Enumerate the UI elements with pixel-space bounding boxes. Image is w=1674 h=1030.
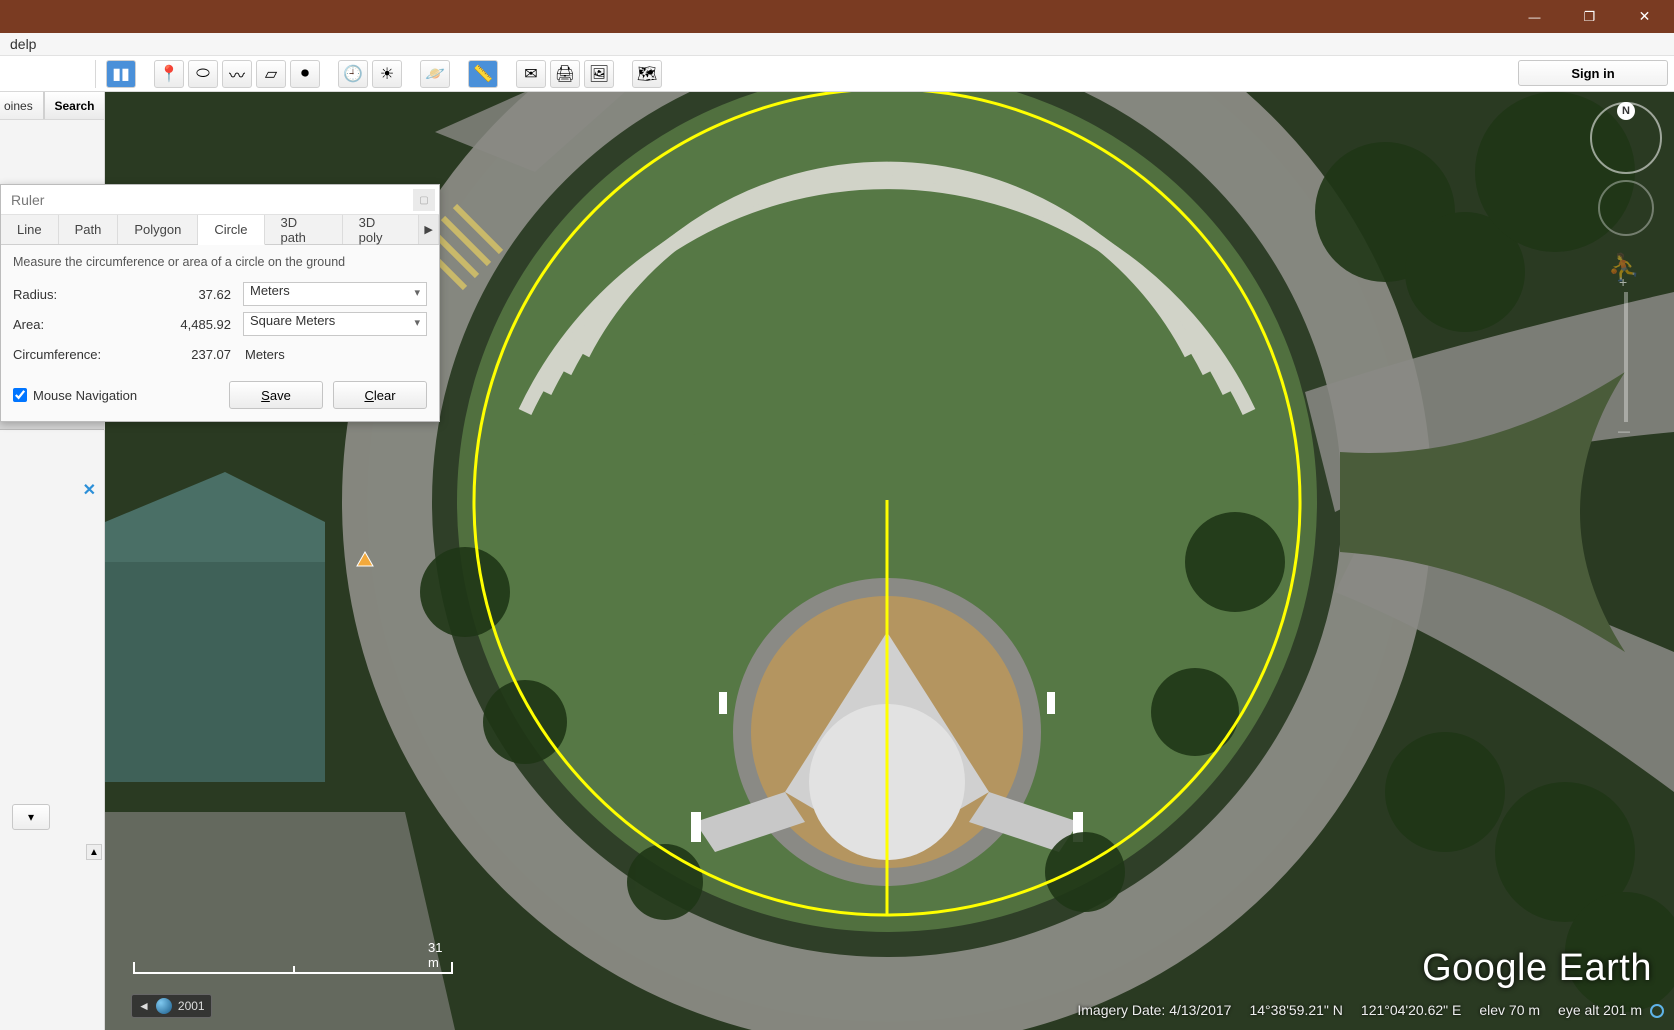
search-button[interactable]: Search: [44, 92, 104, 119]
circumference-unit: Meters: [243, 347, 427, 362]
ruler-tab-3dpath[interactable]: 3D path: [265, 215, 343, 244]
menu-bar: delp: [0, 33, 1674, 56]
sidebar-layers-dropdown[interactable]: ▾: [12, 804, 50, 830]
toolbar-leading-spacer: [6, 60, 96, 88]
ruler-dialog: Ruler ▢ Line Path Polygon Circle 3D path…: [0, 184, 440, 422]
radius-label: Radius:: [13, 287, 143, 302]
compass-control[interactable]: N: [1590, 102, 1662, 174]
ruler-tab-polygon[interactable]: Polygon: [118, 215, 198, 244]
ruler-tab-scroll-right-icon[interactable]: ▶: [419, 215, 439, 244]
window-minimize-button[interactable]: [1507, 0, 1562, 33]
radius-value: 37.62: [143, 287, 243, 302]
compass-north-icon: N: [1617, 102, 1635, 120]
time-slider-year: 2001: [178, 999, 205, 1013]
status-imagery-date: Imagery Date: 4/13/2017: [1077, 1002, 1231, 1018]
ruler-row-circumference: Circumference: 237.07 Meters: [13, 339, 427, 369]
time-slider-globe-icon: [156, 998, 172, 1014]
ruler-tab-path[interactable]: Path: [59, 215, 119, 244]
circumference-value: 237.07: [143, 347, 243, 362]
scale-bar: 31 m: [133, 958, 453, 974]
google-earth-logo: Google Earth: [1422, 947, 1652, 990]
email-button[interactable]: ✉: [516, 60, 546, 88]
time-slider-back-icon[interactable]: ◄: [138, 999, 150, 1013]
ruler-row-area: Area: 4,485.92 Square Meters: [13, 309, 427, 339]
status-elev: elev 70 m: [1479, 1002, 1540, 1018]
ruler-description: Measure the circumference or area of a c…: [13, 255, 427, 269]
add-path-button[interactable]: 〰: [222, 60, 252, 88]
view-in-maps-button[interactable]: 🗺: [632, 60, 662, 88]
ruler-row-radius: Radius: 37.62 Meters: [13, 279, 427, 309]
look-around-control[interactable]: [1598, 180, 1654, 236]
ruler-save-button[interactable]: Save: [229, 381, 323, 409]
area-value: 4,485.92: [143, 317, 243, 332]
status-lon: 121°04'20.62" E: [1361, 1002, 1461, 1018]
sunlight-button[interactable]: ☀: [372, 60, 402, 88]
status-eye-alt: eye alt 201 m: [1558, 1002, 1664, 1018]
eye-alt-icon: [1650, 1004, 1664, 1018]
sidebar-close-panel-icon[interactable]: ✕: [83, 480, 96, 500]
historical-imagery-button[interactable]: 🕘: [338, 60, 368, 88]
mouse-navigation-checkbox[interactable]: [13, 388, 27, 402]
search-crumb[interactable]: oines: [0, 92, 44, 119]
area-label: Area:: [13, 317, 143, 332]
ruler-tab-3dpolygon[interactable]: 3D poly: [343, 215, 420, 244]
ruler-dialog-title: Ruler: [11, 192, 44, 208]
ruler-dialog-close-icon[interactable]: ▢: [413, 189, 435, 211]
ruler-dialog-titlebar[interactable]: Ruler ▢: [1, 185, 439, 215]
ruler-button[interactable]: 📏: [468, 60, 498, 88]
status-bar: Imagery Date: 4/13/2017 14°38'59.21" N 1…: [1077, 1002, 1664, 1018]
status-lat: 14°38'59.21" N: [1249, 1002, 1342, 1018]
sign-in-button[interactable]: Sign in: [1518, 60, 1668, 86]
circumference-label: Circumference:: [13, 347, 143, 362]
ruler-clear-button[interactable]: Clear: [333, 381, 427, 409]
search-row: oines Search: [0, 92, 104, 120]
ruler-tabs: Line Path Polygon Circle 3D path 3D poly…: [1, 215, 439, 245]
hide-sidebar-button[interactable]: ▮▮: [106, 60, 136, 88]
add-polygon-button[interactable]: ⬭: [188, 60, 218, 88]
save-image-button[interactable]: 🖼: [584, 60, 614, 88]
menu-help[interactable]: delp: [2, 36, 44, 52]
sidebar-scroll-up[interactable]: ▲: [86, 844, 102, 860]
planets-button[interactable]: 🪐: [420, 60, 450, 88]
window-close-button[interactable]: [1617, 0, 1672, 33]
ruler-tab-line[interactable]: Line: [1, 215, 59, 244]
mouse-navigation-checkbox-row[interactable]: Mouse Navigation: [13, 388, 219, 403]
window-maximize-button[interactable]: ❐: [1562, 0, 1617, 33]
print-button[interactable]: 🖨: [550, 60, 580, 88]
radius-unit-select[interactable]: Meters: [243, 282, 427, 306]
area-unit-select[interactable]: Square Meters: [243, 312, 427, 336]
add-placemark-button[interactable]: 📍: [154, 60, 184, 88]
time-slider[interactable]: ◄ 2001: [131, 994, 212, 1018]
window-titlebar: ❐: [0, 0, 1674, 33]
zoom-slider[interactable]: [1624, 292, 1628, 422]
ruler-tab-circle[interactable]: Circle: [198, 215, 264, 245]
record-tour-button[interactable]: ⏺: [290, 60, 320, 88]
add-image-overlay-button[interactable]: ▱: [256, 60, 286, 88]
mouse-navigation-label: Mouse Navigation: [33, 388, 137, 403]
toolbar: ▮▮ 📍 ⬭ 〰 ▱ ⏺ 🕘 ☀ 🪐 📏 ✉ 🖨 🖼 🗺 Sign in: [0, 56, 1674, 92]
